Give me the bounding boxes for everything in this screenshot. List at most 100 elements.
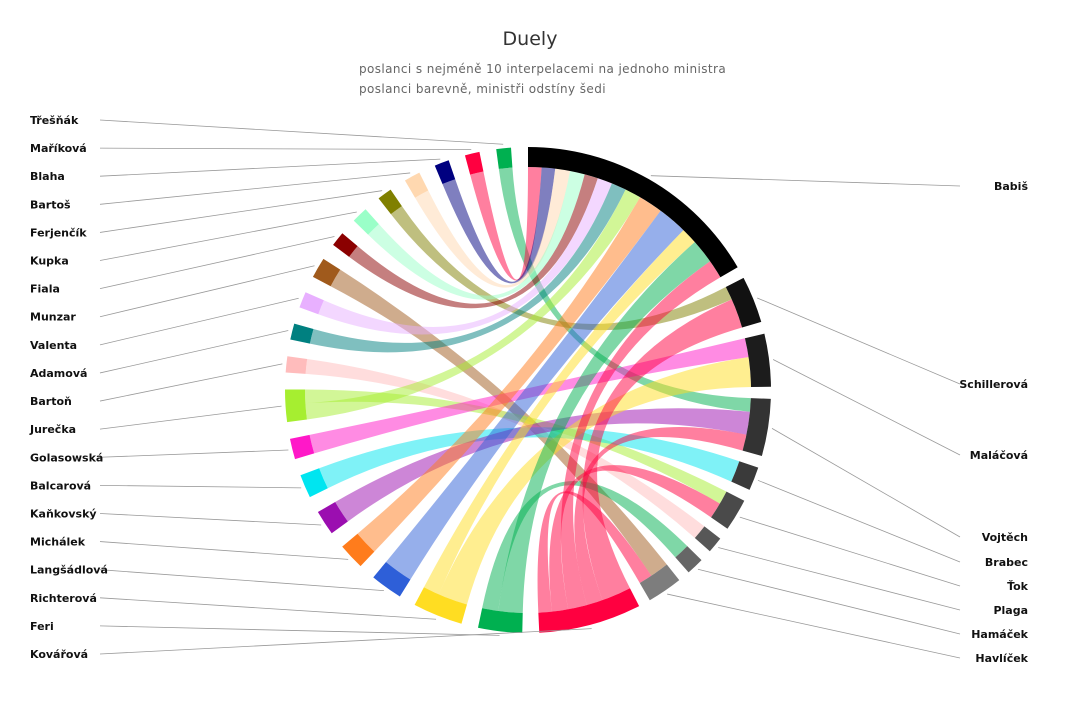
leader-line-langšádlová (99, 569, 384, 592)
ribbon-kovářová-havlíček[interactable] (537, 491, 652, 613)
label-maláčová: Maláčová (970, 449, 1028, 462)
arcs-layer (284, 147, 771, 633)
arc-schillerová[interactable] (725, 277, 762, 328)
label-munzar: Munzar (30, 311, 76, 324)
leader-line-kupka (99, 211, 357, 261)
arc-golasowská[interactable] (289, 434, 315, 460)
leader-line-adamová (99, 330, 289, 374)
leader-line-plaga (718, 547, 961, 611)
leader-line-kaňkovský (99, 513, 322, 526)
arc-brabec[interactable] (731, 461, 759, 490)
arc-vojtěch[interactable] (742, 398, 771, 457)
arc-třešňák[interactable] (496, 147, 513, 169)
label-babiš: Babiš (994, 180, 1028, 193)
arc-langšádlová[interactable] (373, 561, 411, 597)
ribbon-feri-babiš[interactable] (498, 241, 711, 613)
ribbon-kaňkovský-vojtěch[interactable] (335, 408, 750, 522)
ribbons-layer (304, 167, 751, 613)
arc-babiš[interactable] (528, 147, 738, 278)
leader-line-babiš (650, 175, 961, 187)
ribbon-michálek-babiš[interactable] (357, 197, 661, 552)
ribbon-bartoň-plaga[interactable] (305, 358, 705, 538)
arc-blaha[interactable] (434, 160, 456, 185)
ribbon-feri-hamáček[interactable] (482, 480, 688, 612)
arc-fiala[interactable] (333, 233, 358, 257)
arc-ťok[interactable] (711, 491, 745, 529)
ribbon-kovářová-schillerová[interactable] (582, 299, 743, 601)
label-kaňkovský: Kaňkovský (30, 507, 97, 520)
ribbon-langšádlová-babiš[interactable] (386, 210, 684, 580)
arc-valenta[interactable] (299, 292, 324, 315)
leader-line-bartoň (99, 363, 283, 402)
ribbon-kovářová-babiš[interactable] (560, 261, 721, 610)
leader-line-michálek (99, 541, 349, 560)
leader-line-feri (99, 625, 500, 636)
ribbon-blaha-babiš[interactable] (442, 167, 556, 284)
arc-bartoš[interactable] (404, 172, 429, 198)
ribbon-bartoš-babiš[interactable] (415, 168, 571, 288)
label-feri: Feri (30, 620, 54, 633)
ribbon-balcarová-brabec[interactable] (319, 427, 740, 489)
ribbon-maříková-babiš[interactable] (470, 167, 542, 281)
ribbon-munzar-havlíček[interactable] (330, 269, 667, 576)
arc-balcarová[interactable] (300, 468, 328, 498)
arc-adamová[interactable] (290, 323, 314, 344)
ribbon-jurečka-ťok[interactable] (304, 389, 727, 504)
leader-line-kovářová (99, 628, 592, 655)
ribbon-kovářová-vojtěch[interactable] (574, 427, 747, 606)
leader-line-ťok (739, 516, 961, 587)
ribbon-richterová-maláčová[interactable] (438, 357, 751, 605)
arc-kupka[interactable] (353, 209, 379, 235)
arc-jurečka[interactable] (284, 389, 307, 423)
label-plaga: Plaga (993, 604, 1028, 617)
label-schillerová: Schillerová (959, 378, 1028, 391)
ribbon-richterová-babiš[interactable] (423, 230, 695, 595)
label-maříková: Maříková (30, 142, 87, 155)
arc-kovářová[interactable] (538, 588, 640, 633)
leader-line-havlíček (667, 593, 961, 659)
arc-maříková[interactable] (464, 151, 484, 175)
arc-hamáček[interactable] (675, 546, 702, 573)
label-blaha: Blaha (30, 170, 65, 183)
ribbon-valenta-babiš[interactable] (318, 178, 612, 335)
leader-line-ferjenčík (99, 190, 383, 233)
label-kovářová: Kovářová (30, 648, 88, 661)
arc-kaňkovský[interactable] (317, 502, 348, 534)
arc-michálek[interactable] (342, 533, 375, 567)
leader-line-třešňák (99, 119, 504, 145)
arc-feri[interactable] (477, 608, 523, 633)
label-adamová: Adamová (30, 367, 87, 380)
label-bartoš: Bartoš (30, 198, 71, 211)
label-ferjenčík: Ferjenčík (30, 226, 87, 239)
leader-line-balcarová (99, 484, 302, 489)
label-balcarová: Balcarová (30, 479, 91, 492)
leaders-layer (99, 119, 961, 659)
label-michálek: Michálek (30, 536, 86, 549)
arc-maláčová[interactable] (744, 333, 771, 387)
arc-bartoň[interactable] (285, 356, 308, 374)
label-havlíček: Havlíček (975, 652, 1028, 665)
labels-layer: Třešňák Maříková Blaha Bartoš Ferjenčík Kupka… (29, 114, 1029, 665)
chart-title: Duely (502, 28, 558, 50)
leader-line-jurečka (99, 405, 282, 430)
label-ťok: Ťok (1007, 580, 1029, 593)
leader-line-richterová (99, 597, 437, 620)
ribbon-kupka-babiš[interactable] (368, 171, 585, 300)
label-brabec: Brabec (985, 556, 1028, 569)
label-hamáček: Hamáček (971, 628, 1028, 641)
label-langšádlová: Langšádlová (30, 564, 108, 577)
label-kupka: Kupka (30, 255, 69, 268)
leader-line-brabec (757, 479, 961, 563)
leader-line-valenta (99, 297, 299, 346)
arc-ferjenčík[interactable] (378, 189, 402, 215)
leader-line-maláčová (772, 359, 961, 456)
arc-munzar[interactable] (312, 258, 341, 287)
arc-plaga[interactable] (694, 526, 721, 552)
label-bartoň: Bartoň (30, 395, 72, 408)
arc-havlíček[interactable] (639, 564, 680, 601)
label-vojtěch: Vojtěch (982, 531, 1028, 544)
label-fiala: Fiala (30, 283, 60, 296)
leader-line-fiala (99, 236, 335, 290)
arc-richterová[interactable] (414, 587, 467, 624)
